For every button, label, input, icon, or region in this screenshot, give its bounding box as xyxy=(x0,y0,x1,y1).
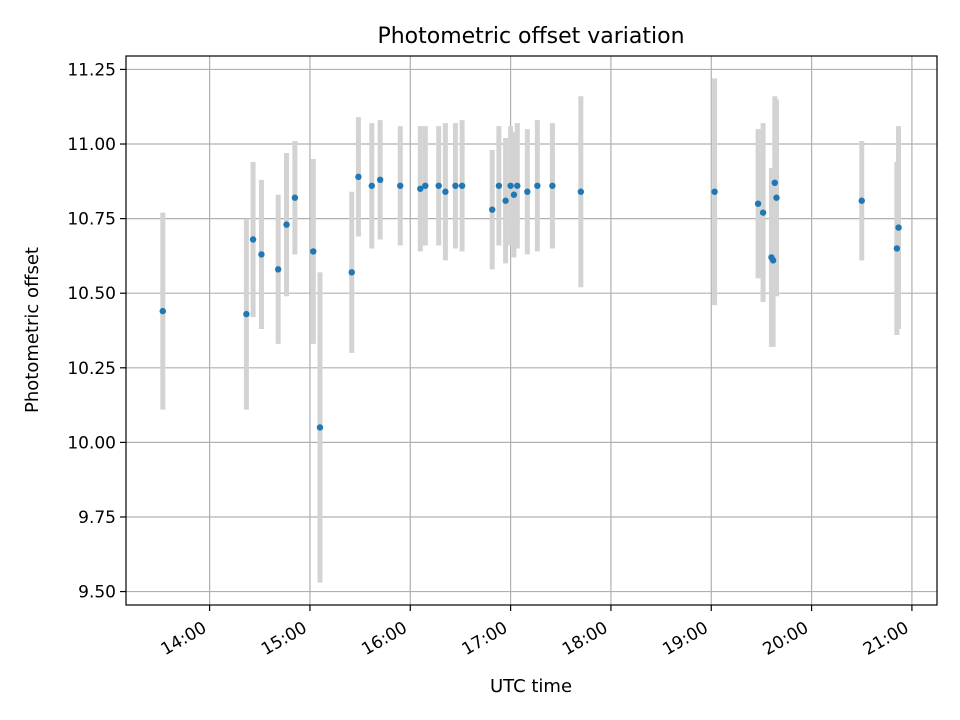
data-point xyxy=(773,194,780,201)
data-point xyxy=(376,176,384,184)
data-point xyxy=(355,173,362,181)
data-point xyxy=(858,197,865,204)
data-point xyxy=(458,182,466,189)
data-point xyxy=(249,236,257,243)
data-point xyxy=(397,182,404,189)
data-point xyxy=(310,248,317,255)
data-point xyxy=(452,182,459,189)
data-point xyxy=(291,194,299,201)
x-axis-label: UTC time xyxy=(490,676,572,697)
data-point xyxy=(348,269,355,276)
data-point xyxy=(489,206,496,213)
data-point xyxy=(495,182,503,189)
data-point xyxy=(502,197,509,204)
data-point xyxy=(243,310,250,318)
data-point xyxy=(159,307,166,315)
y-tick-label: 11.00 xyxy=(67,135,116,155)
data-point xyxy=(771,179,778,187)
data-point xyxy=(368,182,376,189)
y-tick-label: 10.75 xyxy=(67,210,116,230)
data-point xyxy=(549,182,556,189)
data-point xyxy=(534,182,541,189)
y-tick-label: 10.50 xyxy=(67,284,116,304)
data-point xyxy=(893,245,901,252)
y-tick-label: 10.25 xyxy=(67,359,116,379)
data-point xyxy=(283,221,290,228)
data-points xyxy=(159,173,902,431)
data-point xyxy=(442,188,449,195)
data-point xyxy=(422,182,429,189)
y-tick-label: 9.50 xyxy=(78,583,116,603)
data-point xyxy=(417,185,424,192)
data-point xyxy=(759,209,767,216)
data-point xyxy=(258,251,265,258)
data-point xyxy=(274,266,282,273)
data-point xyxy=(316,424,324,431)
y-axis-ticks: 9.50 9.75 10.00 10.25 10.50 10.75 11.00 11.25 xyxy=(67,60,126,603)
y-axis-label: Photometric offset xyxy=(22,247,43,413)
plot-frame xyxy=(125,55,938,606)
data-point xyxy=(577,188,585,195)
data-point xyxy=(769,257,777,264)
data-point xyxy=(435,182,442,189)
y-tick-label: 9.75 xyxy=(78,508,116,528)
data-point xyxy=(895,224,902,231)
data-point xyxy=(507,182,514,189)
data-point xyxy=(524,188,531,195)
data-point xyxy=(510,191,518,198)
y-tick-label: 11.25 xyxy=(67,60,116,80)
y-tick-label: 10.00 xyxy=(67,433,116,453)
chart-title: Photometric offset variation xyxy=(377,24,684,49)
data-point xyxy=(514,182,521,189)
data-point xyxy=(754,200,762,207)
data-point xyxy=(711,188,718,195)
